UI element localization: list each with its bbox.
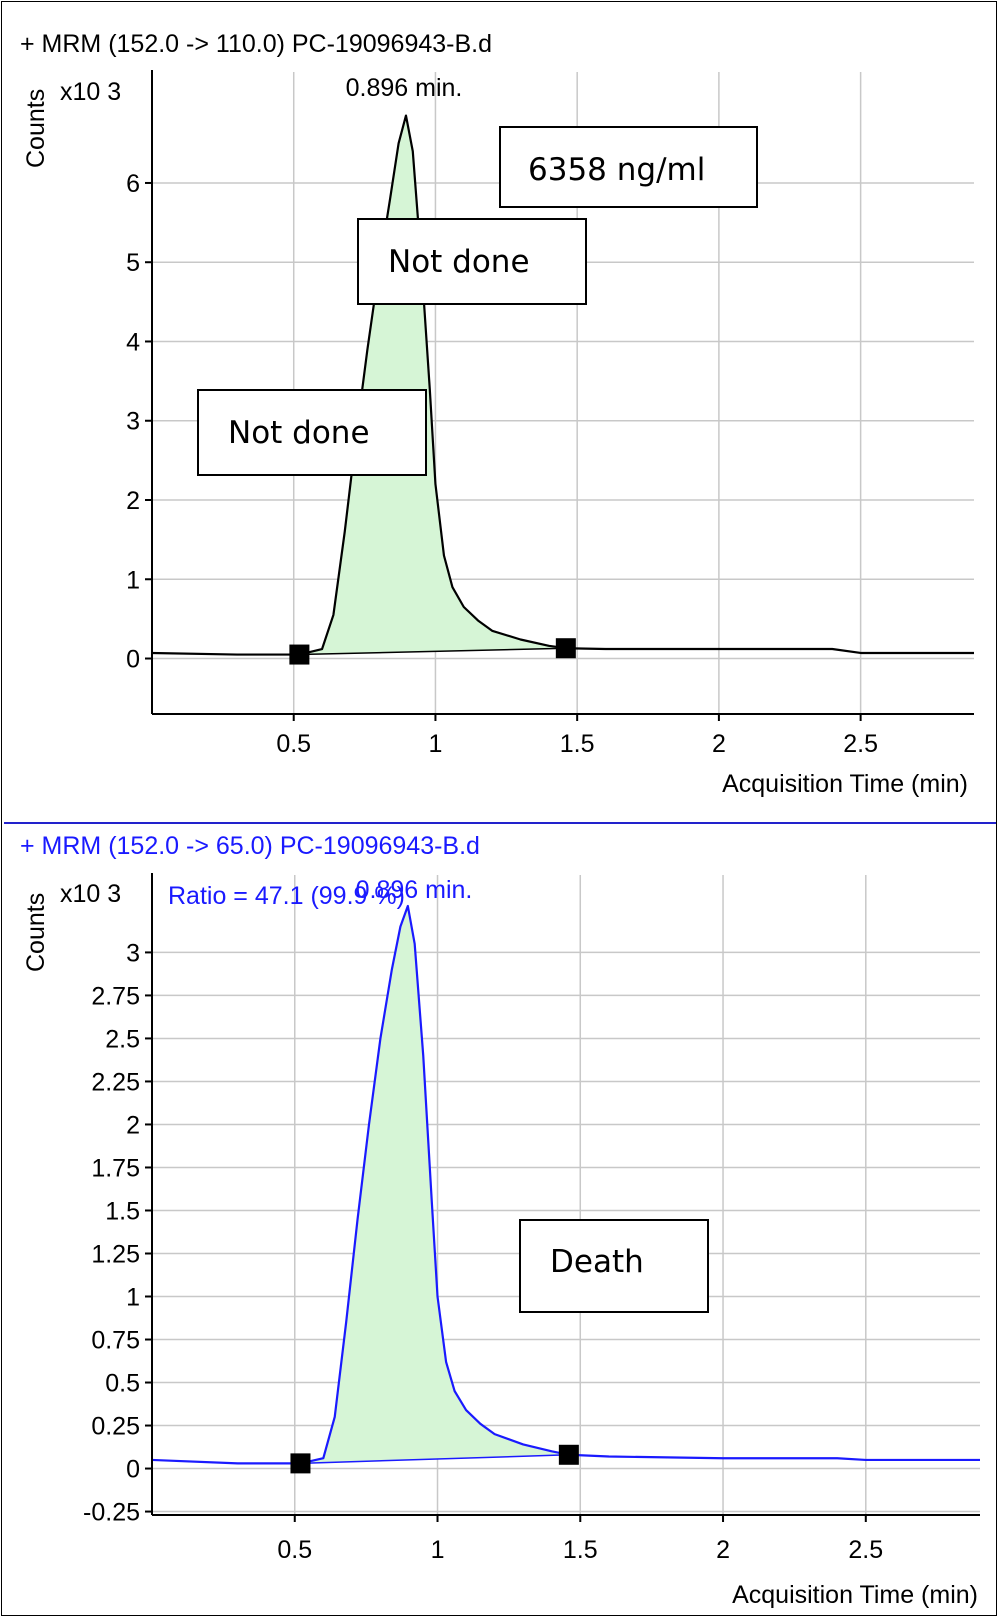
y-tick-label: 3 bbox=[126, 408, 140, 436]
integration-marker bbox=[290, 1453, 311, 1474]
y-tick-label: 2.25 bbox=[91, 1068, 140, 1096]
integration-baseline bbox=[300, 1454, 569, 1465]
peak-area-fill bbox=[299, 115, 566, 655]
x-tick-label: 1 bbox=[428, 730, 442, 758]
chart-panel-110: + MRM (152.0 -> 110.0) PC-19096943-B.d 0… bbox=[20, 30, 974, 798]
annotation-box-concentration: 6358 ng/ml bbox=[499, 126, 758, 208]
annotation-box-not-done-lower: Not done bbox=[197, 389, 427, 476]
annotation-box-death: Death bbox=[519, 1219, 709, 1313]
integration-baseline bbox=[299, 647, 566, 656]
annotation-text: Not done bbox=[228, 415, 370, 451]
chromatogram-trace bbox=[151, 114, 974, 656]
x-tick-label: 1 bbox=[431, 1536, 445, 1564]
y-tick-label: 4 bbox=[126, 328, 140, 356]
annotation-text: Not done bbox=[388, 244, 530, 280]
x-axis-title: Acquisition Time (min) bbox=[722, 770, 968, 798]
chart-title: + MRM (152.0 -> 65.0) PC-19096943-B.d bbox=[20, 832, 480, 860]
y-scale-label: x10 3 bbox=[60, 78, 121, 106]
x-tick-label: 1.5 bbox=[560, 730, 595, 758]
y-tick-labels: 0 1 2 3 4 5 6 bbox=[126, 170, 140, 674]
y-tick-label: 2 bbox=[126, 1111, 140, 1139]
x-tick-label: 2 bbox=[712, 730, 726, 758]
y-tick-label: 1 bbox=[126, 1284, 140, 1312]
chart-title: + MRM (152.0 -> 110.0) PC-19096943-B.d bbox=[20, 30, 492, 58]
axes bbox=[145, 70, 974, 721]
ratio-label: Ratio = 47.1 (99.9 %) bbox=[168, 882, 405, 910]
x-tick-label: 2.5 bbox=[843, 730, 878, 758]
x-axis-title: Acquisition Time (min) bbox=[732, 1581, 978, 1609]
y-tick-label: 0.75 bbox=[91, 1327, 140, 1355]
x-tick-label: 2.5 bbox=[848, 1536, 883, 1564]
y-tick-label: 2.5 bbox=[105, 1025, 140, 1053]
axes bbox=[145, 873, 980, 1522]
grid-lines bbox=[152, 875, 980, 1515]
annotation-text: Death bbox=[550, 1244, 644, 1280]
chart-panel-65: + MRM (152.0 -> 65.0) PC-19096943-B.d -0… bbox=[20, 832, 980, 1609]
y-tick-label: 2 bbox=[126, 487, 140, 515]
y-tick-label: -0.25 bbox=[83, 1499, 140, 1527]
x-tick-labels: 0.5 1 1.5 2 2.5 bbox=[276, 730, 878, 758]
y-tick-label: 1.5 bbox=[105, 1197, 140, 1225]
integration-marker bbox=[558, 1444, 579, 1465]
annotation-text: 6358 ng/ml bbox=[528, 152, 705, 188]
x-tick-label: 1.5 bbox=[563, 1536, 598, 1564]
chromatogram-trace bbox=[151, 904, 980, 1465]
peak-label: 0.896 min. bbox=[346, 74, 463, 102]
integration-markers bbox=[289, 638, 576, 665]
y-axis-title: Counts bbox=[22, 893, 50, 972]
y-tick-labels: -0.25 0 0.25 0.5 0.75 1 1.25 1.5 1.75 2 2.25 2.5 2.7… bbox=[83, 939, 140, 1526]
x-tick-label: 0.5 bbox=[277, 1536, 312, 1564]
x-tick-label: 2 bbox=[716, 1536, 730, 1564]
y-tick-label: 5 bbox=[126, 249, 140, 277]
y-tick-label: 0.25 bbox=[91, 1413, 140, 1441]
annotation-box-not-done-upper: Not done bbox=[357, 218, 587, 305]
integration-marker bbox=[289, 644, 310, 665]
y-tick-label: 2.75 bbox=[91, 982, 140, 1010]
y-scale-label: x10 3 bbox=[60, 880, 121, 908]
peak-area-fill bbox=[300, 905, 569, 1464]
y-tick-label: 1.75 bbox=[91, 1154, 140, 1182]
x-tick-label: 0.5 bbox=[276, 730, 311, 758]
integration-marker bbox=[555, 638, 576, 659]
y-tick-label: 1.25 bbox=[91, 1240, 140, 1268]
x-tick-labels: 0.5 1 1.5 2 2.5 bbox=[277, 1536, 883, 1564]
y-tick-label: 3 bbox=[126, 939, 140, 967]
y-tick-label: 6 bbox=[126, 170, 140, 198]
y-tick-label: 0.5 bbox=[105, 1370, 140, 1398]
y-tick-label: 0 bbox=[126, 1456, 140, 1484]
y-axis-title: Counts bbox=[22, 89, 50, 168]
y-tick-label: 0 bbox=[126, 646, 140, 674]
y-tick-label: 1 bbox=[126, 566, 140, 594]
integration-markers bbox=[290, 1444, 579, 1474]
peak-label: 0.896 min. bbox=[356, 876, 473, 904]
